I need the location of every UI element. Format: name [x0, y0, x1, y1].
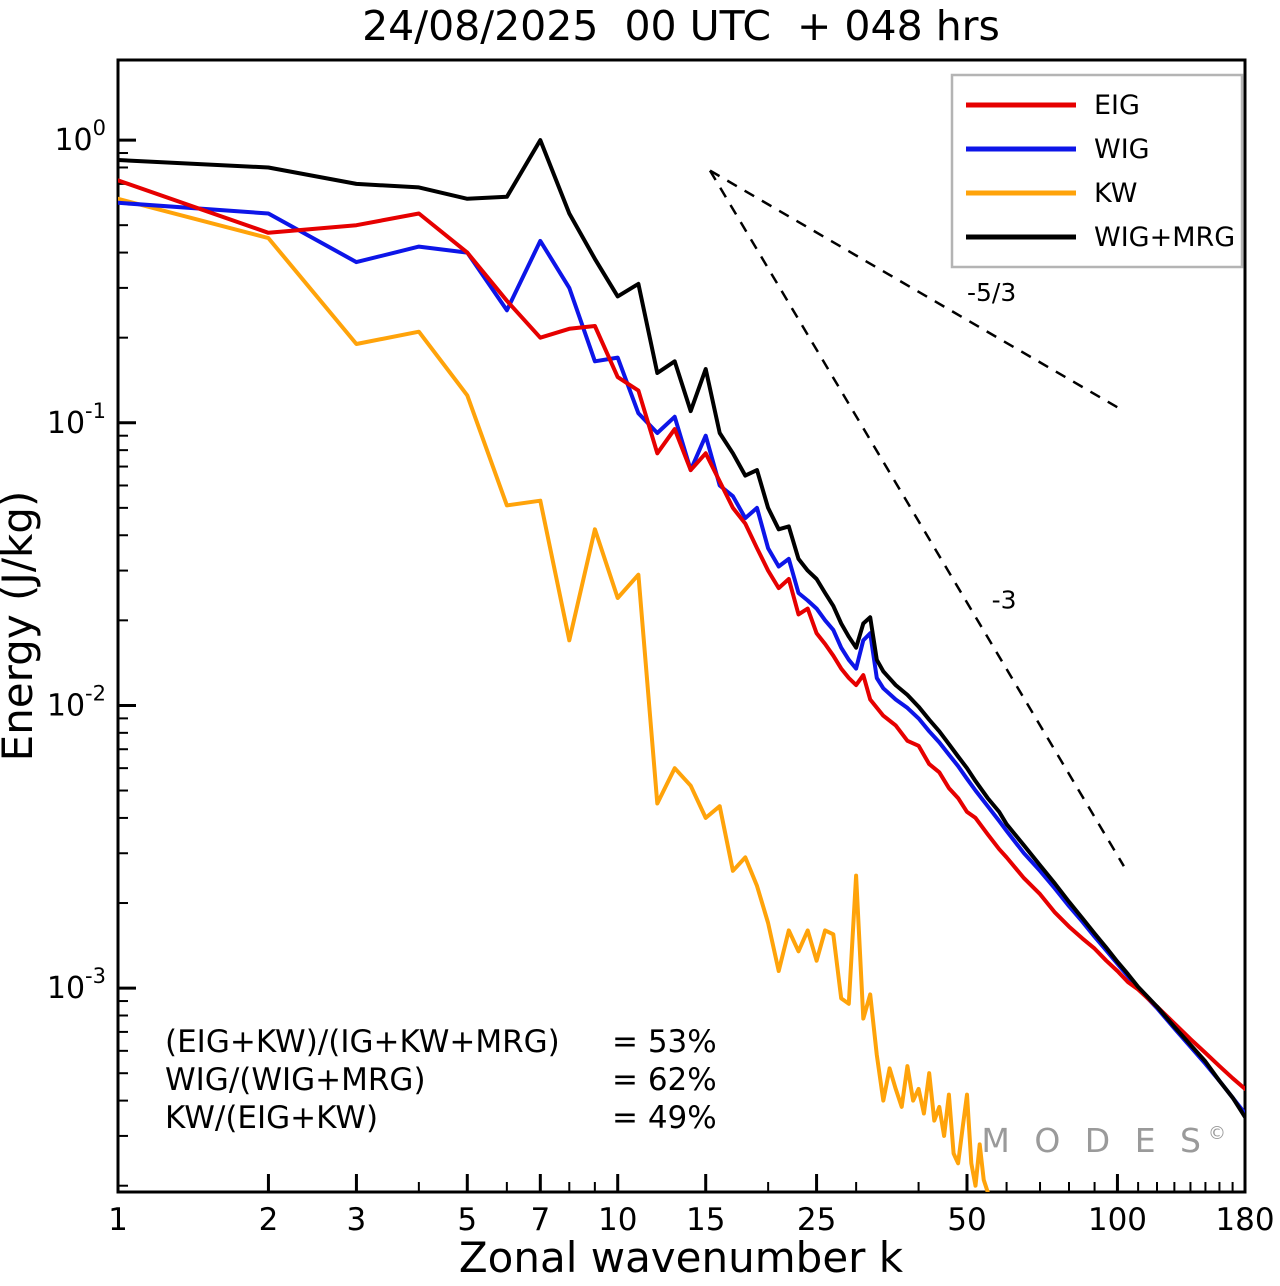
series-line-wig: [118, 200, 1245, 1116]
x-tick-label: 10: [598, 1202, 637, 1238]
plot-frame: [116, 58, 1247, 1194]
x-tick-label: 180: [1215, 1202, 1274, 1238]
x-tick-label: 25: [797, 1202, 836, 1238]
y-tick-label: 100: [54, 116, 106, 158]
series-line-kw: [118, 196, 990, 1192]
series-line-wig-mrg: [118, 138, 1245, 1119]
stat-value-2: = 62%: [612, 1062, 717, 1098]
modes-watermark: M O D E S©: [981, 1121, 1226, 1160]
x-tick-label: 100: [1088, 1202, 1147, 1238]
legend-label: KW: [1094, 178, 1137, 209]
y-tick-label: 10-1: [47, 399, 106, 441]
x-tick-label: 1: [108, 1202, 128, 1238]
stat-expression-2: WIG/(WIG+MRG): [165, 1062, 426, 1098]
legend-label: WIG: [1094, 134, 1150, 165]
x-tick-label: 5: [457, 1202, 477, 1238]
x-tick-label: 50: [947, 1202, 986, 1238]
x-axis-label: Zonal wavenumber k: [459, 1233, 904, 1281]
x-tick-label: 7: [530, 1202, 550, 1238]
y-tick-label: 10-2: [47, 681, 106, 723]
slope-label: -3: [992, 586, 1017, 615]
slope-reference-line: [708, 169, 1125, 867]
x-tick-label: 3: [347, 1202, 367, 1238]
chart-title: 24/08/2025 00 UTC + 048 hrs: [362, 2, 1000, 50]
stat-expression-3: KW/(EIG+KW): [165, 1100, 378, 1136]
y-axis-label: Energy (J/kg): [0, 491, 42, 762]
stat-value-1: = 53%: [612, 1024, 717, 1060]
legend-label: EIG: [1094, 90, 1140, 121]
x-tick-label: 15: [686, 1202, 725, 1238]
y-tick-label: 10-3: [47, 964, 106, 1006]
slope-label: -5/3: [967, 278, 1016, 307]
stat-expression-1: (EIG+KW)/(IG+KW+MRG): [165, 1024, 560, 1060]
stat-value-3: = 49%: [612, 1100, 717, 1136]
x-tick-label: 2: [259, 1202, 279, 1238]
series-line-eig: [118, 178, 1245, 1091]
legend-label: WIG+MRG: [1094, 222, 1235, 253]
